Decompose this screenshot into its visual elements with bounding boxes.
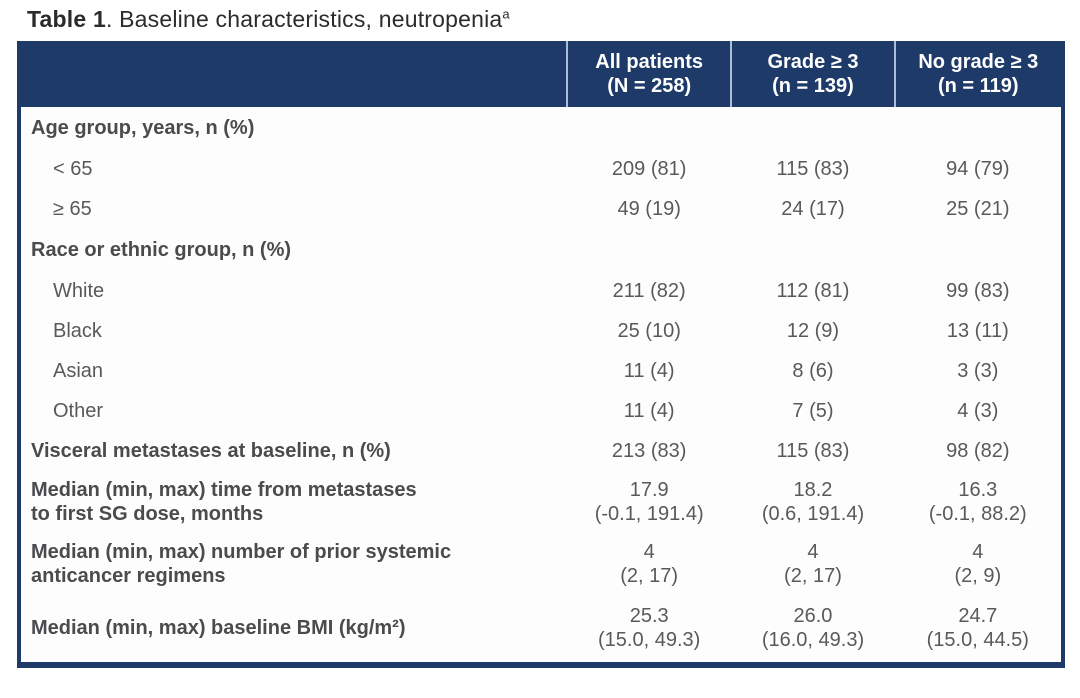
page-title: Table 1. Baseline characteristics, neutr… [27, 6, 510, 33]
cell-value: 25 (10) [617, 320, 681, 342]
cell-value: 112 (81) [776, 280, 850, 302]
cell-value: 16.3 (-0.1, 88.2) [928, 479, 1027, 525]
table-row-age-group: Age group, years, n (%) [21, 107, 1061, 149]
cell-value: 4 (3) [957, 400, 999, 422]
cell-value: 4 (2, 17) [784, 541, 842, 587]
cell-value: 3 (3) [957, 360, 999, 382]
cell-value: 4 (2, 17) [620, 541, 679, 587]
table-row-race-other: Other 11 (4) 7 (5) 4 (3) [21, 391, 1061, 431]
cell-value: 12 (9) [786, 320, 840, 342]
cell-value: 11 (4) [623, 360, 675, 382]
cell-value: 25 (21) [946, 198, 1010, 220]
cell-value [567, 107, 731, 149]
cell-value: 211 (82) [612, 280, 686, 302]
header-cell-no-grade-ge3: No grade ≥ 3 (n = 119) [893, 41, 1061, 107]
cell-value: 11 (4) [623, 400, 675, 422]
table-row-baseline-bmi: Median (min, max) baseline BMI (kg/m²) 2… [21, 595, 1061, 662]
cell-value [731, 229, 894, 271]
row-label: Median (min, max) baseline BMI (kg/m²) [31, 617, 406, 639]
cell-value: 7 (5) [792, 400, 834, 422]
table-row-visceral-metastases: Visceral metastases at baseline, n (%) 2… [21, 431, 1061, 471]
cell-value: 115 (83) [776, 158, 850, 180]
data-table: All patients (N = 258) Grade ≥ 3 (n = 13… [21, 41, 1061, 662]
cell-value: 25.3 (15.0, 49.3) [598, 605, 701, 651]
row-label: Visceral metastases at baseline, n (%) [31, 440, 391, 462]
cell-value [731, 107, 894, 149]
table-row-age-lt65: < 65 209 (81) 115 (83) 94 (79) [21, 149, 1061, 189]
cell-value: 17.9 (-0.1, 191.4) [594, 479, 704, 525]
cell-value: 26.0 (16.0, 49.3) [761, 605, 865, 651]
cell-value: 18.2 (0.6, 191.4) [761, 479, 865, 525]
row-label: Median (min, max) number of prior system… [31, 541, 452, 587]
table-row-race-asian: Asian 11 (4) 8 (6) 3 (3) [21, 351, 1061, 391]
table-row-time-from-metastases: Median (min, max) time from metastases t… [21, 471, 1061, 533]
cell-value: 49 (19) [617, 198, 681, 220]
cell-value: 8 (6) [792, 360, 834, 382]
cell-value: 24.7 (15.0, 44.5) [926, 605, 1029, 651]
cell-value: 115 (83) [776, 440, 850, 462]
cell-value [895, 107, 1061, 149]
row-label: ≥ 65 [53, 198, 92, 220]
row-label: Age group, years, n (%) [31, 117, 255, 139]
row-label: < 65 [53, 158, 93, 180]
cell-value [567, 229, 731, 271]
cell-value: 98 (82) [946, 440, 1010, 462]
table-row-age-ge65: ≥ 65 49 (19) 24 (17) 25 (21) [21, 189, 1061, 229]
table-number: Table 1 [27, 6, 106, 32]
row-label: White [53, 280, 105, 302]
table-row-prior-regimens: Median (min, max) number of prior system… [21, 533, 1061, 595]
cell-value [895, 229, 1061, 271]
row-label: Other [53, 400, 104, 422]
cell-value: 213 (83) [611, 440, 687, 462]
row-label: Race or ethnic group, n (%) [31, 239, 292, 261]
table-row-race-group: Race or ethnic group, n (%) [21, 229, 1061, 271]
baseline-characteristics-table: All patients (N = 258) Grade ≥ 3 (n = 13… [17, 41, 1065, 668]
row-label: Median (min, max) time from metastases t… [31, 479, 417, 525]
table-row-race-black: Black 25 (10) 12 (9) 13 (11) [21, 311, 1061, 351]
cell-value: 13 (11) [946, 320, 1009, 342]
cell-value: 99 (83) [946, 280, 1010, 302]
table-caption: . Baseline characteristics, neutropenia [105, 6, 503, 32]
cell-value: 4 (2, 9) [954, 541, 1002, 587]
header-cell-all-patients: All patients (N = 258) [566, 41, 732, 107]
table-row-race-white: White 211 (82) 112 (81) 99 (83) [21, 271, 1061, 311]
header-cell-blank [21, 41, 568, 107]
footnote-marker: a [502, 6, 510, 22]
row-label: Asian [53, 360, 104, 382]
cell-value: 24 (17) [781, 198, 845, 220]
header-cell-grade-ge3: Grade ≥ 3 (n = 139) [730, 41, 895, 107]
row-label: Black [53, 320, 102, 342]
table-header-row: All patients (N = 258) Grade ≥ 3 (n = 13… [21, 41, 1061, 107]
cell-value: 209 (81) [611, 158, 687, 180]
cell-value: 94 (79) [946, 158, 1010, 180]
